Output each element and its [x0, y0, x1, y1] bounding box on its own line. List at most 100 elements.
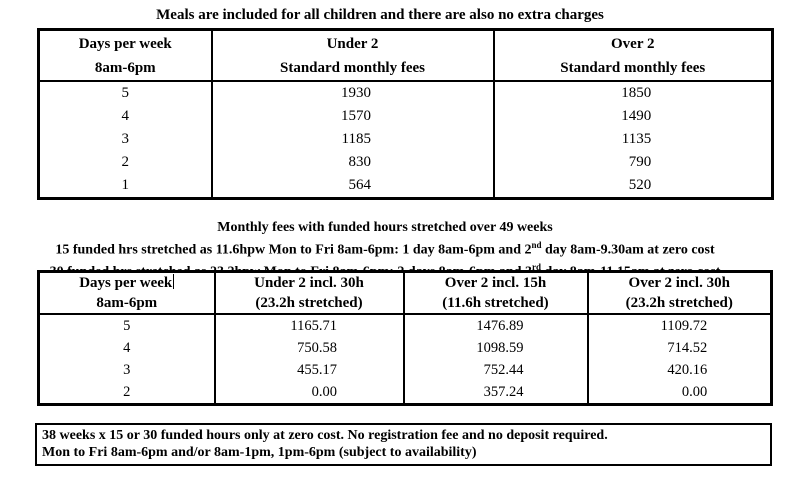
fee-value: 0.00: [311, 384, 337, 400]
text-caret: [173, 274, 175, 289]
header-line: Under 2: [326, 35, 379, 52]
table-row: 5 1165.71 1476.89 1109.72: [37, 314, 773, 337]
fee-cell: 1109.72: [586, 314, 773, 337]
header-line: (23.2h stretched): [255, 295, 363, 311]
fee-value: 752.44: [483, 362, 524, 378]
days-cell: 5: [37, 81, 213, 105]
fee-cell: 1098.59: [402, 337, 589, 359]
days-cell: 3: [37, 359, 216, 381]
header-line: Over 2 incl. 15h: [444, 275, 547, 291]
table-row: 5 1930 1850: [37, 81, 774, 105]
fee-cell: 750.58: [213, 337, 405, 359]
fee-cell: 1185: [210, 128, 495, 151]
fee-cell: 830: [210, 151, 495, 174]
header-line: Standard monthly fees: [279, 59, 425, 76]
fee-cell: 1930: [210, 81, 495, 105]
note-text: day 8am-9.30am at zero cost: [541, 242, 715, 258]
fee-value: 1930: [341, 85, 371, 101]
fee-cell: 520: [492, 174, 774, 200]
fee-cell: 1850: [492, 81, 774, 105]
footer-line: 38 weeks x 15 or 30 funded hours only at…: [42, 428, 608, 443]
header-line: Days per week: [78, 35, 172, 52]
fee-value: 1570: [341, 108, 371, 124]
fee-cell: 1490: [492, 105, 774, 128]
fee-cell: 714.52: [586, 337, 773, 359]
table-header-row: Days per week 8am-6pm Under 2 Standard m…: [37, 28, 774, 82]
fee-value: 830: [348, 154, 372, 170]
header-line: Days per week: [41, 273, 213, 293]
days-cell: 2: [37, 151, 213, 174]
column-header-over2: Over 2 Standard monthly fees: [492, 28, 774, 82]
column-header-under2-30h: Under 2 incl. 30h (23.2h stretched): [213, 270, 405, 315]
fee-cell: 1165.71: [213, 314, 405, 337]
table-row: 4 1570 1490: [37, 105, 774, 128]
fee-value: 1135: [621, 131, 652, 147]
funded-hours-note-box: 38 weeks x 15 or 30 funded hours only at…: [35, 423, 772, 466]
standard-fees-table: Days per week 8am-6pm Under 2 Standard m…: [37, 28, 774, 200]
fee-value: 1109.72: [660, 318, 708, 334]
section-title: Monthly fees with funded hours stretched…: [217, 220, 553, 235]
header-line: Over 2 incl. 30h: [628, 275, 730, 291]
fee-value: 1185: [341, 131, 371, 147]
days-cell: 3: [37, 128, 213, 151]
stretch-note-15h: 15 funded hrs stretched as 11.6hpw Mon t…: [0, 237, 770, 259]
header-line: (23.2h stretched): [625, 295, 733, 311]
table-row: 3 455.17 752.44 420.16: [37, 359, 773, 381]
days-cell: 4: [37, 105, 213, 128]
fee-cell: 420.16: [586, 359, 773, 381]
table-row: 4 750.58 1098.59 714.52: [37, 337, 773, 359]
days-cell: 5: [37, 314, 216, 337]
fee-value: 357.24: [483, 384, 524, 400]
fee-cell: 0.00: [213, 381, 405, 406]
fee-cell: 564: [210, 174, 495, 200]
header-line: Over 2: [611, 35, 655, 52]
fee-cell: 1476.89: [402, 314, 589, 337]
fee-value: 455.17: [297, 362, 337, 378]
days-cell: 1: [37, 174, 213, 200]
fee-value: 1476.89: [476, 318, 524, 334]
column-header-over2-30h: Over 2 incl. 30h (23.2h stretched): [586, 270, 773, 315]
page-title: Meals are included for all children and …: [156, 7, 604, 23]
header-line: 8am-6pm: [96, 295, 158, 311]
fee-value: 520: [628, 177, 652, 193]
fee-value: 1490: [621, 108, 652, 124]
header-line: Standard monthly fees: [560, 59, 706, 76]
fee-value: 790: [628, 154, 652, 170]
days-cell: 2: [37, 381, 216, 406]
fee-cell: 0.00: [586, 381, 773, 406]
fee-value: 420.16: [667, 362, 708, 378]
ordinal-superscript: nd: [531, 239, 542, 250]
fee-value: 0.00: [681, 384, 708, 400]
column-header-over2-15h: Over 2 incl. 15h (11.6h stretched): [402, 270, 589, 315]
fee-value: 564: [348, 177, 372, 193]
fee-cell: 752.44: [402, 359, 589, 381]
days-cell: 4: [37, 337, 216, 359]
header-text: Days per week: [79, 275, 173, 291]
table-header-row: Days per week 8am-6pm Under 2 incl. 30h …: [37, 270, 773, 315]
column-header-days: Days per week 8am-6pm: [37, 270, 216, 315]
footer-line: Mon to Fri 8am-6pm and/or 8am-1pm, 1pm-6…: [42, 444, 477, 460]
fee-value: 1850: [621, 85, 652, 101]
table-row: 3 1185 1135: [37, 128, 774, 151]
fee-value: 750.58: [297, 340, 337, 356]
fee-cell: 1570: [210, 105, 495, 128]
note-text: 15 funded hrs stretched as 11.6hpw Mon t…: [55, 242, 532, 258]
column-header-under2: Under 2 Standard monthly fees: [210, 28, 495, 82]
header-line: Under 2 incl. 30h: [254, 275, 364, 291]
fee-value: 1098.59: [476, 340, 524, 356]
header-line: 8am-6pm: [94, 59, 156, 76]
fee-cell: 790: [492, 151, 774, 174]
fee-cell: 455.17: [213, 359, 405, 381]
fee-cell: 1135: [492, 128, 774, 151]
header-line: (11.6h stretched): [442, 295, 549, 311]
ordinal-superscript: rd: [532, 261, 541, 272]
fee-value: 714.52: [667, 340, 708, 356]
table-row: 2 0.00 357.24 0.00: [37, 381, 773, 406]
fee-cell: 357.24: [402, 381, 589, 406]
table-row: 1 564 520: [37, 174, 774, 200]
table-row: 2 830 790: [37, 151, 774, 174]
column-header-days: Days per week 8am-6pm: [37, 28, 213, 82]
fee-value: 1165.71: [290, 318, 337, 334]
stretched-fees-table: Days per week 8am-6pm Under 2 incl. 30h …: [37, 270, 773, 406]
